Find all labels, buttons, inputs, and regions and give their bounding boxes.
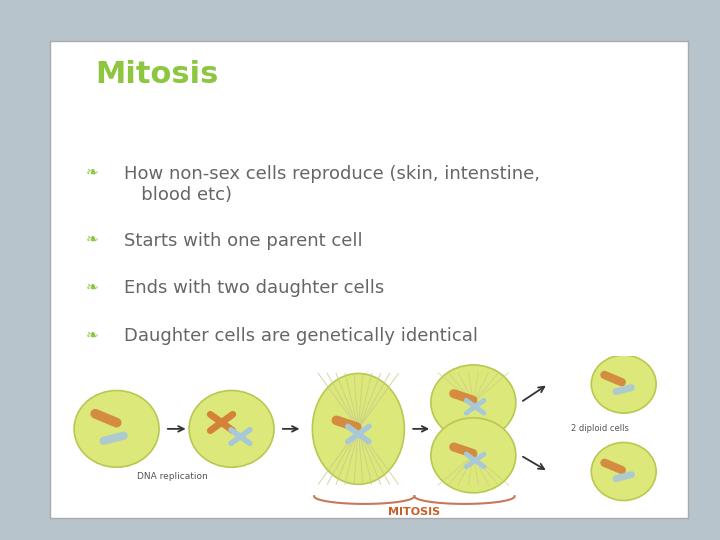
Ellipse shape [431, 418, 516, 493]
Text: Daughter cells are genetically identical: Daughter cells are genetically identical [124, 327, 477, 345]
Ellipse shape [431, 365, 516, 440]
Text: ❧: ❧ [86, 280, 98, 294]
Text: How non-sex cells reproduce (skin, intenstine,
   blood etc): How non-sex cells reproduce (skin, inten… [124, 165, 540, 204]
Ellipse shape [591, 442, 656, 501]
Ellipse shape [74, 390, 159, 467]
Ellipse shape [312, 374, 405, 484]
Text: Ends with two daughter cells: Ends with two daughter cells [124, 280, 384, 298]
Text: ❧: ❧ [86, 232, 98, 247]
Text: ❧: ❧ [86, 327, 98, 342]
Text: DNA replication: DNA replication [138, 472, 208, 481]
Ellipse shape [189, 390, 274, 467]
Text: Mitosis: Mitosis [95, 59, 218, 89]
Text: Starts with one parent cell: Starts with one parent cell [124, 232, 362, 249]
Text: ❧: ❧ [86, 165, 98, 180]
Text: MITOSIS: MITOSIS [388, 507, 441, 517]
Text: 2 diploid cells: 2 diploid cells [571, 423, 629, 433]
Ellipse shape [591, 355, 656, 413]
